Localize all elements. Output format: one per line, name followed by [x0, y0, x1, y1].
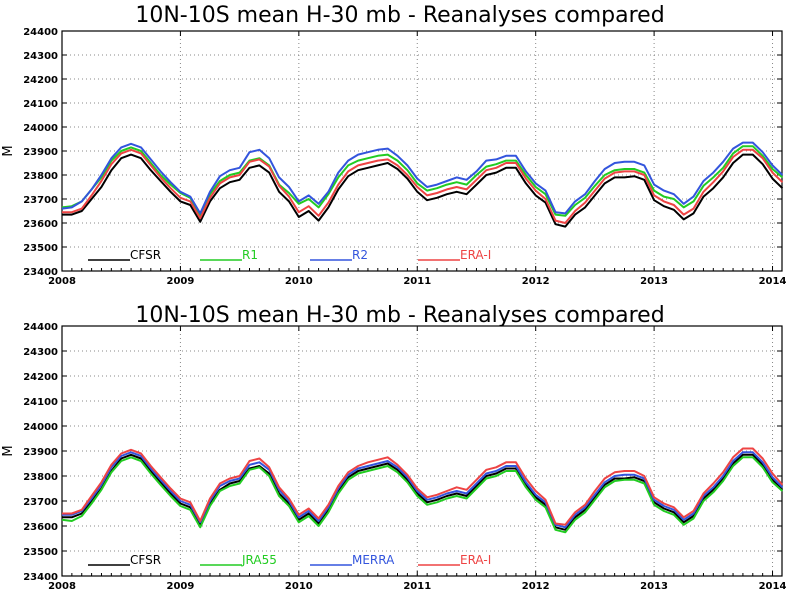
series-line-r2 — [61, 141, 784, 215]
x-tick-label: 2014 — [759, 581, 787, 592]
x-tick-label: 2009 — [166, 276, 194, 287]
x-tick-label: 2010 — [285, 581, 313, 592]
legend-label: ERA-I — [460, 248, 491, 262]
y-tick-label: 23800 — [23, 472, 58, 483]
legend-label: JRA55 — [241, 553, 277, 567]
y-tick-label: 24000 — [23, 422, 58, 433]
y-tick-label: 23500 — [23, 547, 58, 558]
y-tick-label: 24300 — [23, 347, 58, 358]
x-tick-label: 2009 — [166, 581, 194, 592]
x-tick-label: 2013 — [640, 581, 668, 592]
legend-label: R2 — [352, 248, 368, 262]
y-tick-label: 23600 — [23, 522, 58, 533]
y-tick-label: 23800 — [23, 171, 58, 182]
legend-label: CFSR — [130, 248, 161, 262]
y-tick-label: 24000 — [23, 123, 58, 134]
series-line-era-i — [62, 447, 784, 526]
y-tick-label: 23900 — [23, 447, 58, 458]
x-tick-label: 2010 — [285, 276, 313, 287]
y-tick-label: 24200 — [23, 372, 58, 383]
y-axis-label: M — [1, 445, 16, 456]
x-tick-label: 2008 — [48, 581, 76, 592]
series-line-era-i — [62, 148, 784, 224]
legend-label: CFSR — [130, 553, 161, 567]
x-tick-label: 2012 — [522, 581, 550, 592]
x-tick-label: 2011 — [403, 581, 431, 592]
series-line-cfsr — [62, 153, 784, 228]
series-line-r1 — [61, 145, 784, 217]
y-tick-label: 23700 — [23, 195, 58, 206]
y-tick-label: 24100 — [23, 99, 58, 110]
legend-label: R1 — [242, 248, 258, 262]
y-tick-label: 23500 — [23, 243, 58, 254]
y-tick-label: 23400 — [23, 267, 58, 278]
y-tick-label: 23700 — [23, 497, 58, 508]
chart-title: 10N-10S mean H-30 mb - Reanalyses compar… — [135, 303, 664, 328]
y-tick-label: 23400 — [23, 572, 58, 583]
legend-label: ERA-I — [460, 553, 491, 567]
x-tick-label: 2012 — [522, 276, 550, 287]
x-tick-label: 2008 — [48, 276, 76, 287]
series-line-cfsr — [62, 453, 784, 531]
legend-label: MERRA — [352, 553, 395, 567]
chart-panel-top: 10N-10S mean H-30 mb - Reanalyses compar… — [1, 3, 786, 287]
x-tick-label: 2011 — [403, 276, 431, 287]
y-tick-label: 23600 — [23, 219, 58, 230]
y-tick-label: 24400 — [23, 322, 58, 333]
y-tick-label: 24200 — [23, 75, 58, 86]
y-axis-label: M — [1, 145, 16, 156]
y-tick-label: 24100 — [23, 397, 58, 408]
chart-title: 10N-10S mean H-30 mb - Reanalyses compar… — [135, 3, 664, 28]
y-tick-label: 24300 — [23, 51, 58, 62]
chart-panel-bottom: 10N-10S mean H-30 mb - Reanalyses compar… — [1, 303, 786, 592]
x-tick-label: 2013 — [640, 276, 668, 287]
y-tick-label: 24400 — [23, 27, 58, 38]
series-line-jra55 — [61, 456, 784, 534]
x-tick-label: 2014 — [759, 276, 787, 287]
series-line-merra — [62, 451, 784, 529]
y-tick-label: 23900 — [23, 147, 58, 158]
